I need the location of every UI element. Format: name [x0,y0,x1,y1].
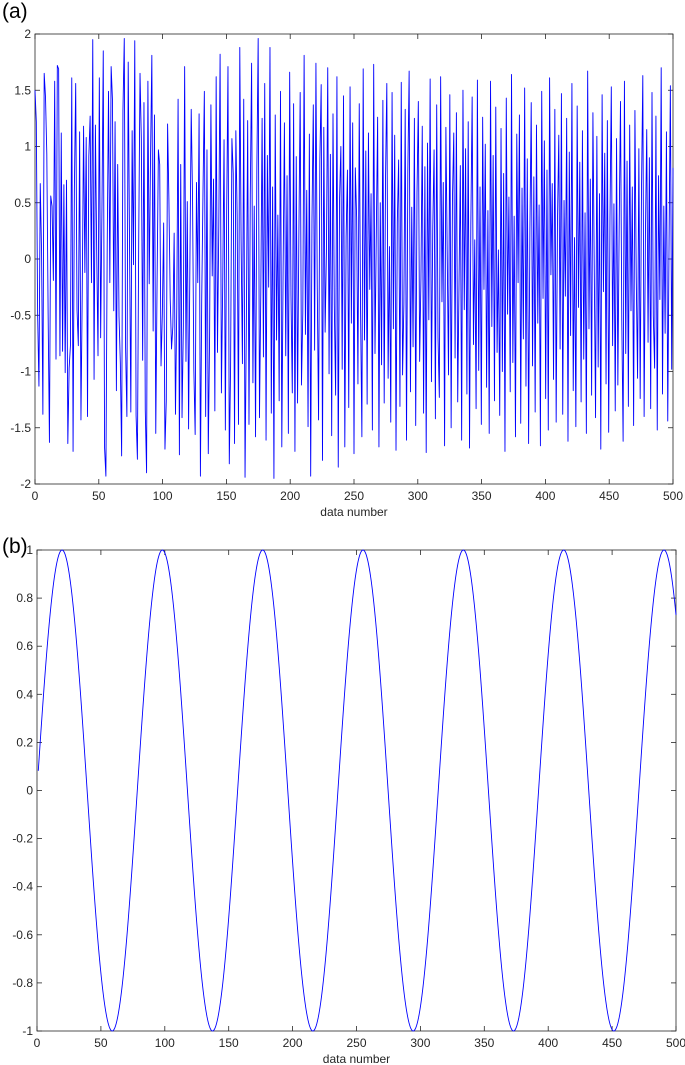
x-tick-label: 0 [34,1036,41,1050]
x-tick-label: 150 [216,489,236,503]
x-tick-label: 300 [408,489,428,503]
chart-b-svg: 0 50 100 150 200 250 300 350 400 450 500 1 0.8 0.6 0.4… [12,543,685,1065]
y-tick-label: -0.8 [12,976,33,990]
x-tick-label: 100 [153,489,173,503]
y-tick-label: -0.2 [12,832,33,846]
x-axis-label: data number [320,505,387,519]
y-tick-label: -2 [20,477,31,491]
y-tick-label: 0 [24,252,31,266]
x-axis-label: data number [323,1052,390,1065]
x-tick-label: 450 [599,489,619,503]
x-tick-label: 250 [346,1036,366,1050]
y-tick-label: -0.4 [12,880,33,894]
x-tick-label: 500 [666,1036,685,1050]
y-tick-label: 0 [26,784,33,798]
chart-panel-a: (a) 0 50 100 150 200 250 300 350 400 450 500 2 1.5 1 0… [0,0,685,530]
x-tick-label: 200 [280,489,300,503]
x-tick-label: 50 [94,1036,108,1050]
y-tick-label: -1 [22,1024,33,1038]
x-tick-label: 350 [472,489,492,503]
y-tick-label: -0.5 [10,308,31,322]
chart-panel-b: (b) 0 50 100 150 200 250 300 350 400 450 500 1 0.8 0.… [0,535,685,1065]
panel-label-a: (a) [2,0,28,23]
x-tick-label: 400 [535,489,555,503]
chart-a-svg: 0 50 100 150 200 250 300 350 400 450 50021.510.50-… [10,27,683,519]
series-line [34,38,674,479]
x-tick-label: 350 [474,1036,494,1050]
y-tick-label: 2 [24,27,31,41]
y-tick-label: -1 [20,365,31,379]
y-tick-label: 0.2 [16,735,33,749]
x-tick-label: 200 [283,1036,303,1050]
panel-label-b: (b) [2,535,28,558]
x-tick-label: 150 [219,1036,239,1050]
y-tick-label: 0.5 [14,196,31,210]
y-tick-label: 1.5 [14,83,31,97]
x-tick-label: 250 [344,489,364,503]
y-tick-label: 0.4 [16,687,33,701]
x-tick-label: 300 [410,1036,430,1050]
series-line [37,549,677,1032]
y-tick-label: 0.8 [16,591,33,605]
y-tick-label: -0.6 [12,928,33,942]
plot-area-frame [36,549,677,1032]
y-tick-label: 1 [26,543,33,557]
x-tick-label: 100 [155,1036,175,1050]
y-tick-label: 0.6 [16,639,33,653]
x-tick-label: 50 [92,489,106,503]
y-tick-label: -1.5 [10,421,31,435]
x-tick-label: 450 [602,1036,622,1050]
y-tick-label: 1 [24,140,31,154]
x-tick-label: 400 [538,1036,558,1050]
x-tick-label: 0 [32,489,39,503]
x-tick-label: 500 [663,489,683,503]
